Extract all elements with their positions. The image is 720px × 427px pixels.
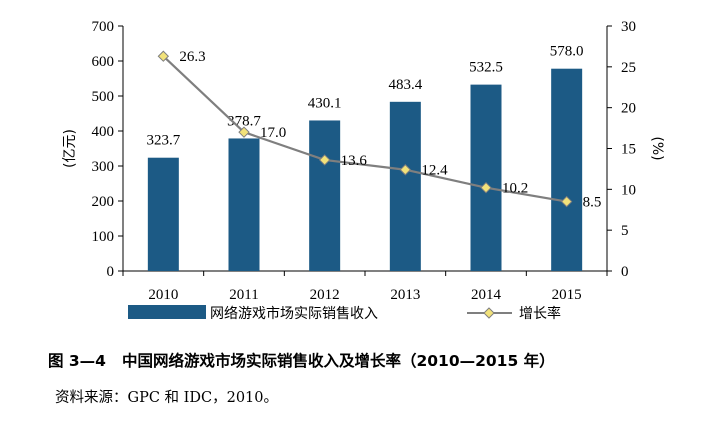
figure-title: 中国网络游戏市场实际销售收入及增长率（2010—2015 年） — [121, 352, 555, 370]
bar-value-label: 578.0 — [550, 44, 584, 60]
right-tick-label: 0 — [621, 264, 629, 280]
right-tick-label: 20 — [621, 101, 636, 117]
combo-chart: 0 100 200 300 400 500 600 700 0 5 10 15 20 25 30 2010 20… — [62, 19, 665, 322]
left-tick-label: 600 — [92, 54, 115, 70]
left-tick-label: 300 — [92, 159, 115, 175]
bar — [228, 138, 260, 271]
right-tick-label: 5 — [621, 223, 629, 239]
legend-label-bar: 网络游戏市场实际销售收入 — [210, 305, 378, 322]
x-tick-label: 2014 — [471, 287, 502, 303]
figure-caption: 图 3—4 中国网络游戏市场实际销售收入及增长率（2010—2015 年） — [48, 349, 555, 371]
x-tick-label: 2013 — [390, 287, 420, 303]
left-tick-label: 0 — [107, 264, 115, 280]
growth-rate-label: 26.3 — [179, 49, 205, 65]
x-tick-label: 2010 — [148, 287, 178, 303]
figure-number: 图 3—4 — [48, 352, 106, 370]
bar — [470, 84, 502, 271]
right-tick-label: 25 — [621, 60, 636, 76]
right-tick-label: 15 — [621, 142, 636, 158]
left-tick-label: 700 — [92, 19, 115, 35]
x-tick-label: 2015 — [552, 287, 582, 303]
growth-rate-label: 17.0 — [260, 125, 286, 141]
legend-label-line: 增长率 — [519, 305, 561, 322]
growth-rate-marker — [318, 154, 331, 166]
legend-swatch-marker — [483, 307, 495, 319]
growth-rate-label: 13.6 — [341, 153, 368, 169]
right-axis-title: (%) — [649, 136, 665, 160]
growth-rate-marker — [560, 195, 573, 208]
bar-value-label: 532.5 — [469, 60, 503, 76]
bar-value-label: 483.4 — [388, 77, 422, 93]
bar — [147, 157, 179, 271]
right-tick-label: 10 — [621, 182, 636, 198]
growth-rate-label: 12.4 — [421, 163, 448, 179]
x-tick-label: 2011 — [229, 287, 258, 303]
bar — [389, 101, 421, 271]
x-tick-label: 2012 — [310, 287, 340, 303]
growth-rate-marker — [238, 126, 250, 138]
bar-value-label: 430.1 — [308, 95, 342, 111]
left-tick-label: 100 — [92, 229, 115, 245]
growth-rate-marker — [399, 164, 412, 176]
growth-rate-marker — [157, 50, 170, 62]
right-tick-label: 30 — [621, 19, 636, 35]
bar — [309, 120, 341, 271]
source-note: 资料来源：GPC 和 IDC，2010。 — [55, 390, 279, 406]
bar — [551, 68, 583, 271]
legend-swatch-bar — [128, 305, 206, 319]
bar-value-label: 323.7 — [146, 133, 180, 149]
left-axis-title: (亿元) — [62, 129, 78, 168]
growth-rate-line — [162, 55, 567, 203]
left-tick-label: 400 — [92, 124, 115, 140]
left-tick-label: 500 — [92, 89, 115, 105]
growth-rate-label: 10.2 — [502, 181, 528, 197]
growth-rate-label: 8.5 — [583, 195, 602, 211]
growth-rate-marker — [480, 181, 492, 194]
left-tick-label: 200 — [92, 194, 115, 210]
